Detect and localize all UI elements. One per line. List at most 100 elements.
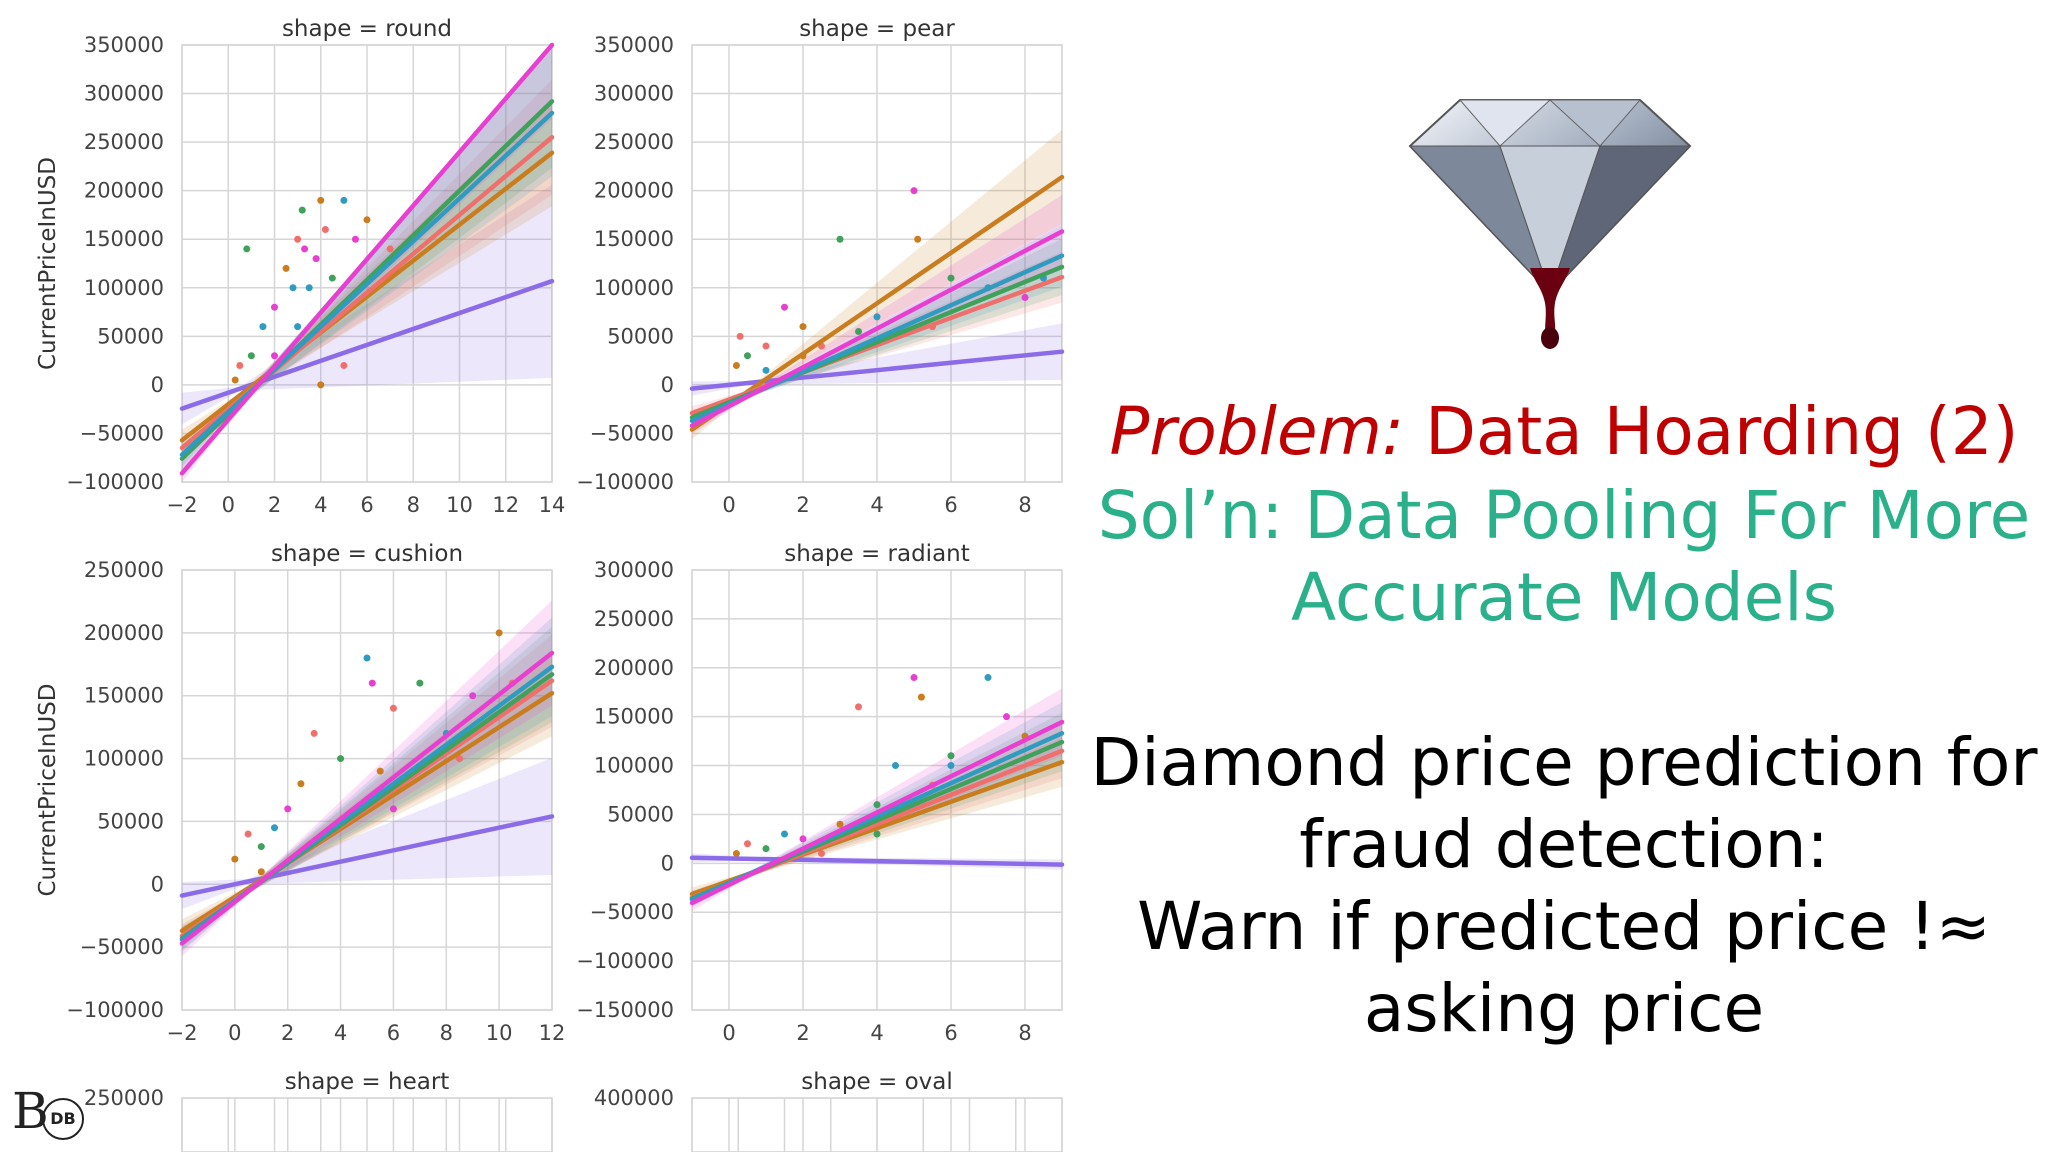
y-axis-label: CurrentPriceInUSD [35,684,61,897]
data-point [732,361,740,369]
y-tick-label: 150000 [594,705,674,729]
data-point [799,323,807,331]
data-point [389,704,397,712]
solution-line-2: Accurate Models [1291,559,1837,636]
bdb-logo: B DB [12,1082,98,1142]
data-point [818,850,825,858]
regression-line [179,278,555,411]
y-tick-label: 200000 [594,179,674,203]
x-tick-label: 4 [870,493,883,517]
x-tick-label: 12 [492,493,519,517]
y-tick-label: 150000 [594,227,674,251]
y-tick-label: −50000 [590,421,674,445]
y-tick-label: 0 [661,373,674,397]
chart-title: shape = cushion [271,541,463,567]
chart-title: shape = radiant [784,541,970,567]
x-tick-label: 10 [446,493,473,517]
data-point [271,352,278,360]
chart-title: shape = round [282,16,452,42]
x-tick-label: 6 [944,493,957,517]
bleeding-diamond-image [1408,99,1692,349]
chart-title: shape = heart [285,1069,450,1095]
y-tick-label: 0 [661,851,674,875]
x-tick-label: 0 [722,493,735,517]
confidence-band [182,600,552,957]
problem-heading: Problem: Data Hoarding (2) [1090,392,2038,472]
data-point [947,274,955,282]
solution-line-1: Sol’n: Data Pooling For More [1097,477,2031,554]
description-text: Diamond price prediction for fraud detec… [1090,722,2038,1050]
x-tick-label: 6 [944,1021,957,1045]
x-tick-label: 8 [407,493,420,517]
data-point [744,840,751,848]
description-line-1: Diamond price prediction for [1090,724,2038,801]
y-tick-label: 350000 [594,33,674,57]
data-point [363,654,371,662]
data-point [386,245,394,253]
data-point [1003,713,1010,721]
data-point [294,235,302,243]
data-point [244,830,252,838]
y-tick-label: −50000 [590,900,674,924]
x-tick-label: 0 [222,493,235,517]
data-point [762,366,770,374]
data-point [836,235,844,243]
data-point [243,245,251,253]
y-tick-label: 400000 [594,1086,674,1110]
data-point [297,780,305,788]
data-point [892,762,899,770]
data-point [294,323,302,331]
data-point [873,801,881,809]
y-tick-label: 100000 [84,747,164,771]
data-point [298,206,306,214]
y-tick-label: −100000 [576,470,674,494]
data-point [762,845,770,853]
data-point [257,868,265,876]
chart-panel: 250000 shape = heart [84,1069,553,1152]
data-point [855,703,862,711]
plot-area [181,569,553,1011]
regression-line [179,42,555,476]
regression-line [689,174,1065,432]
data-point [836,820,844,828]
y-tick-label: −50000 [80,421,164,445]
problem-prefix: Problem: [1109,393,1405,470]
problem-text: Data Hoarding (2) [1404,393,2019,470]
y-tick-label: 200000 [84,621,164,645]
data-point [351,235,359,243]
data-point [416,679,424,687]
data-point [284,805,292,813]
data-point [305,284,313,292]
x-tick-label: 4 [334,1021,347,1045]
description-line-4: asking price [1363,970,1765,1047]
data-point [368,679,376,687]
y-tick-label: 250000 [84,558,164,582]
data-point [289,284,297,292]
x-tick-label: 2 [796,493,809,517]
y-tick-label: −100000 [576,949,674,973]
y-tick-label: 50000 [97,324,164,348]
description-line-2: fraud detection: [1299,806,1829,883]
solution-heading: Sol’n: Data Pooling For More Accurate Mo… [1090,475,2038,639]
data-point [910,674,918,682]
chart-panel: 300000 250000 200000 150000 100000 50000 0 −500… [576,541,1065,1045]
chart-panel: 350000 300000 250000 200000 150000 100000 5000… [576,16,1065,517]
y-tick-label: −100000 [66,470,164,494]
regression-line [179,814,555,898]
x-tick-label: −2 [167,1021,198,1045]
data-point [317,381,325,389]
data-point [301,245,309,253]
data-point [389,805,397,813]
data-point [363,216,371,224]
data-point [312,255,320,263]
y-tick-label: 50000 [607,802,674,826]
y-axis-label: CurrentPriceInUSD [35,157,61,370]
data-point [873,313,881,321]
data-point [1021,293,1029,301]
confidence-band [692,129,1062,440]
x-tick-label: 0 [228,1021,241,1045]
data-point [917,693,925,701]
x-tick-label: 14 [539,493,566,517]
x-tick-label: 6 [387,1021,400,1045]
y-tick-label: 250000 [84,1086,164,1110]
